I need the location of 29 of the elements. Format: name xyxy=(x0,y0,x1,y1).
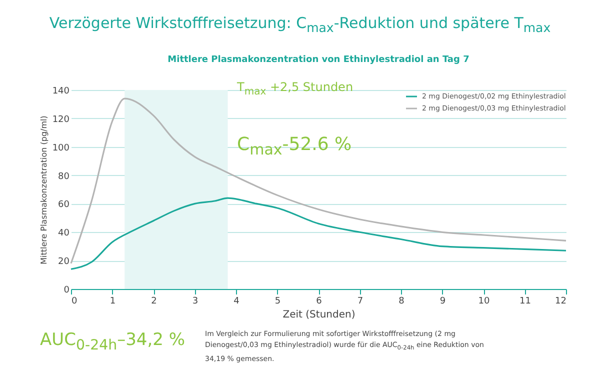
y-tick-label: 80 xyxy=(58,172,70,182)
y-axis-title: Mittlere Plasmakonzentration (pg/ml) xyxy=(39,116,48,264)
x-tick-label: 8 xyxy=(398,296,405,306)
line-series xyxy=(70,197,567,270)
x-tick-label: 0 xyxy=(72,296,78,306)
y-tick-label: 0 xyxy=(64,286,70,296)
y-tick-label: 120 xyxy=(52,114,70,125)
x-tick-label: 2 xyxy=(151,296,157,306)
x-tick-label: 11 xyxy=(520,296,531,306)
chart-subtitle: Mittlere Plasmakonzentration von Ethinylestradiol an Tag 7 xyxy=(168,55,470,65)
y-tick-label: 100 xyxy=(52,143,70,154)
y-tick-label: 140 xyxy=(52,86,70,96)
y-tick-label: 60 xyxy=(58,200,70,210)
annotation: C$_{max}$-52.6 % xyxy=(237,134,352,159)
x-tick-label: 4 xyxy=(234,296,240,306)
x-tick-label: 9 xyxy=(440,296,446,306)
y-tick-label: 40 xyxy=(58,228,70,239)
x-tick-label: 10 xyxy=(478,296,490,306)
y-tick-label: 20 xyxy=(58,257,70,268)
x-tick-label: 12 xyxy=(555,296,566,306)
x-tick-label: 7 xyxy=(357,296,364,306)
chart-title: Verzögerte Wirkstofffreisetzung: C$_{max}$-Reduktion und spätere T$_{max}$ xyxy=(48,14,552,35)
x-tick-label: 5 xyxy=(274,296,281,306)
x-axis-title: Zeit (Stunden) xyxy=(282,310,356,320)
x-tick-label: 1 xyxy=(110,296,116,306)
x-tick-label: 3 xyxy=(192,296,198,306)
x-tick-label: 6 xyxy=(316,296,322,306)
text: AUC$_{0-24h}$–34,2 % xyxy=(40,330,185,354)
annotation: T$_{max}$ +2,5 Stunden xyxy=(237,80,354,98)
